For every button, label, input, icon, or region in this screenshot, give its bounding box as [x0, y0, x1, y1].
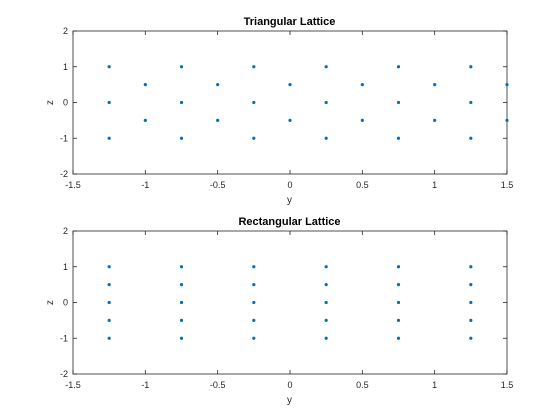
data-point [324, 100, 328, 105]
x-tick-label: 1.5 [501, 180, 514, 190]
x-tick-label: -1 [141, 380, 149, 390]
data-point [252, 283, 256, 287]
data-point [179, 283, 184, 287]
y-axis-label: z [45, 300, 56, 305]
data-point [396, 300, 401, 305]
data-point [396, 336, 401, 340]
data-point [107, 136, 111, 140]
data-point [252, 100, 256, 105]
data-point [469, 136, 473, 140]
y-tick-label: 2 [63, 26, 68, 36]
x-tick-label: 0 [287, 380, 292, 390]
y-tick-label: 1 [63, 262, 68, 272]
data-point [107, 300, 111, 305]
data-point [324, 265, 328, 269]
y-tick-label: 0 [63, 98, 68, 108]
data-point [396, 100, 401, 105]
data-point [107, 65, 111, 69]
scatter-points [107, 65, 509, 140]
data-point [179, 100, 184, 105]
data-point [469, 65, 473, 69]
data-point [216, 83, 220, 87]
x-tick-label: 0.5 [356, 380, 369, 390]
data-point [505, 83, 509, 87]
data-point [252, 300, 256, 305]
data-point [107, 265, 111, 269]
data-point [179, 65, 184, 69]
triangular-lattice-axes: Triangular Lattice -1.5 -1 -0.5 0 0.5 1 1.5-2-… [45, 16, 513, 206]
axis-ticks: -1.5 -1 -0.5 0 0.5 1 1.5 -2 -1 0 1 2 [60, 226, 513, 390]
y-tick-label: 0 [63, 298, 68, 308]
data-point [107, 283, 111, 287]
chart-title: Triangular Lattice [244, 16, 336, 28]
data-point [469, 100, 473, 105]
x-tick-label: 1 [432, 380, 437, 390]
data-point [288, 118, 292, 122]
data-point [143, 83, 147, 87]
x-tick-label: -0.5 [210, 380, 226, 390]
data-point [396, 65, 401, 69]
data-point [396, 283, 401, 287]
data-point [324, 336, 328, 340]
data-point [252, 136, 256, 140]
data-point [252, 318, 256, 322]
x-tick-label: 0 [287, 180, 292, 190]
data-point [360, 83, 364, 87]
rectangular-lattice-axes: Rectangular Lattice -1.5 -1 -0.5 0 0.5 1 1.5 -2… [45, 216, 513, 406]
data-point [288, 83, 292, 87]
x-tick-label: -0.5 [210, 180, 226, 190]
data-point [179, 336, 184, 340]
data-point [179, 318, 184, 322]
data-point [469, 336, 473, 340]
x-tick-label: -1 [141, 180, 149, 190]
data-point [179, 300, 184, 305]
data-point [324, 136, 328, 140]
chart-title: Rectangular Lattice [238, 216, 340, 228]
data-point [324, 283, 328, 287]
y-axis-label: z [45, 100, 56, 105]
x-tick-label: -1.5 [65, 180, 81, 190]
data-point [324, 65, 328, 69]
data-point [469, 283, 473, 287]
data-point [360, 118, 364, 122]
data-point [396, 136, 401, 140]
data-point [252, 336, 256, 340]
x-tick-label: -1.5 [65, 380, 81, 390]
data-point [396, 318, 401, 322]
data-point [107, 336, 111, 340]
x-tick-label: 0.5 [356, 180, 369, 190]
x-axis-label: y [287, 195, 292, 206]
axis-ticks: -1.5 -1 -0.5 0 0.5 1 1.5 -2 -1 0 1 2 [60, 26, 513, 190]
data-point [252, 265, 256, 269]
y-tick-label: 2 [63, 226, 68, 236]
data-point [107, 318, 111, 322]
data-point [143, 118, 147, 122]
y-tick-label: 1 [63, 62, 68, 72]
x-tick-label: 1 [432, 180, 437, 190]
x-axis-label: y [287, 395, 292, 406]
y-tick-label: -1 [60, 333, 68, 343]
data-point [469, 300, 473, 305]
data-point [324, 318, 328, 322]
data-point [216, 118, 220, 122]
y-tick-label: -1 [60, 133, 68, 143]
data-point [179, 265, 184, 269]
x-tick-label: 1.5 [501, 380, 514, 390]
y-tick-label: -2 [60, 369, 68, 379]
data-point [469, 265, 473, 269]
data-point [505, 118, 509, 122]
data-point [469, 318, 473, 322]
data-point [252, 65, 256, 69]
data-point [179, 136, 184, 140]
scatter-points [107, 265, 473, 340]
data-point [396, 265, 401, 269]
data-point [433, 83, 437, 87]
data-point [324, 300, 328, 305]
data-point [433, 118, 437, 122]
data-point [107, 100, 111, 105]
y-tick-label: -2 [60, 169, 68, 179]
